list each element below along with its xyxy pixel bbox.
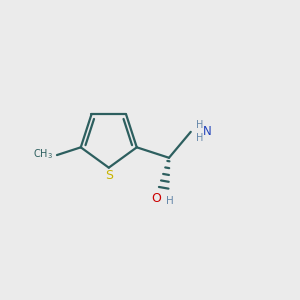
Text: O: O [151,192,161,205]
Text: N: N [202,125,211,138]
Text: H: H [196,133,204,143]
Text: H: H [166,196,173,206]
Text: H: H [196,120,204,130]
Text: CH$_3$: CH$_3$ [33,148,53,161]
Text: S: S [105,169,113,182]
